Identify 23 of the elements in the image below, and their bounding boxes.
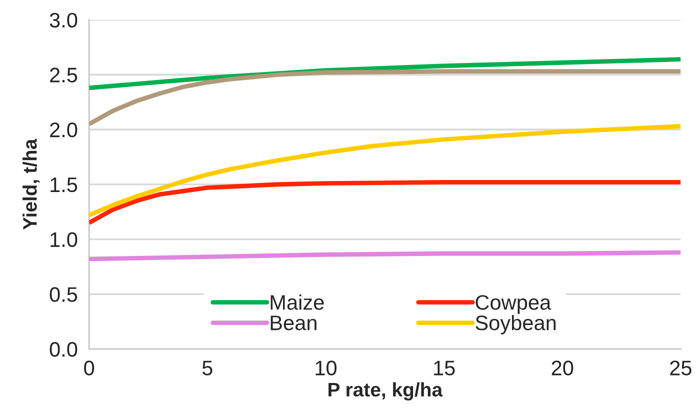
legend-label: Cowpea xyxy=(476,295,552,314)
x-axis-title: P rate, kg/ha xyxy=(328,382,443,401)
legend-label: Bean xyxy=(270,316,316,330)
y-tick-label: 3.0 xyxy=(50,12,78,28)
line-series xyxy=(89,69,681,126)
y-tick-label: 2.5 xyxy=(50,68,78,82)
line-series xyxy=(89,250,681,262)
x-tick-label: 20 xyxy=(552,360,574,376)
y-tick-label: 0.5 xyxy=(50,287,78,302)
y-tick-label: 1.5 xyxy=(50,178,78,192)
x-tick-label: 5 xyxy=(202,360,212,376)
x-tick-label: 25 xyxy=(670,360,692,376)
x-tick-label: 0 xyxy=(84,360,94,376)
x-tick-label: 10 xyxy=(316,360,336,376)
y-tick-label: 0.0 xyxy=(50,342,78,357)
line-series xyxy=(89,180,681,226)
y-axis-title: Yield, t/ha xyxy=(22,138,40,230)
legend-label: Maize xyxy=(270,294,324,310)
y-tick-label: 1.0 xyxy=(50,232,78,248)
line-series xyxy=(89,124,681,218)
x-tick-label: 15 xyxy=(434,360,455,376)
y-tick-label: 2.0 xyxy=(50,122,78,138)
legend-label: Soybean xyxy=(476,314,556,334)
